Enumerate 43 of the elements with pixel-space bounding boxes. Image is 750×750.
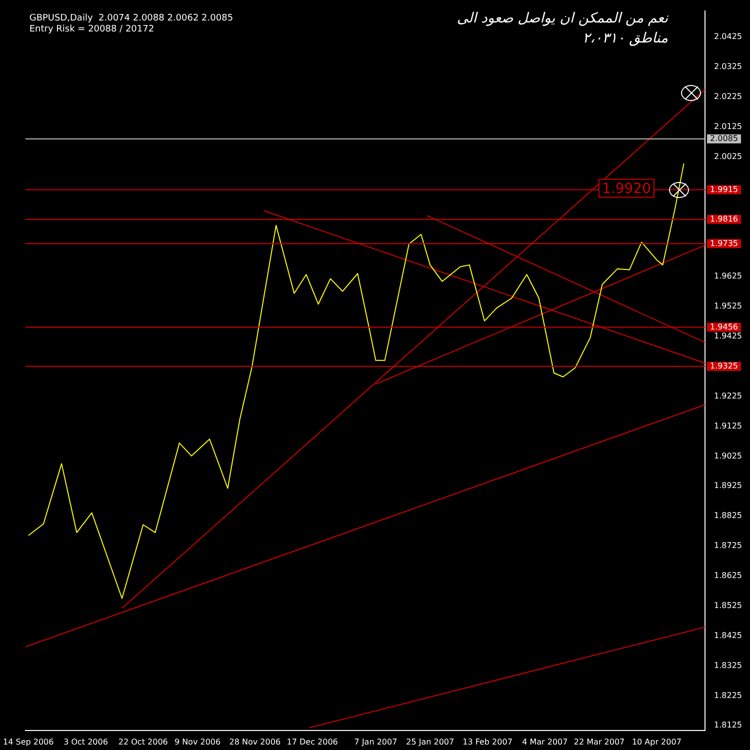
chart-title: GBPUSD,Daily 2.0074 2.0088 2.0062 2.0085 [29,14,234,24]
y-tick-label: 1.8225 [714,690,742,700]
y-tick-label: 1.8525 [714,600,742,610]
y-tick-label: 1.9025 [714,451,742,460]
y-tick-label: 2.0425 [714,32,742,42]
y-tick-label: 2.0125 [714,122,742,132]
annotation: نعم من الممكن ان يواصل صعود الى [456,10,670,27]
y-tick-label: 1.8725 [714,541,742,550]
y-tick-label: 1.8925 [714,481,742,490]
y-tick-label: 2.0225 [714,92,742,102]
y-tick-label: 1.9125 [714,421,742,430]
y-tick-label: 2.0325 [714,62,742,72]
x-tick-label: 3 Oct 2006 [64,737,108,746]
x-tick-label: 10 Apr 2007 [632,737,682,746]
ref-line-label: 2.0085 [710,134,738,143]
annotation: 1.9920 [602,180,651,197]
x-tick-label: 4 Mar 2007 [522,737,568,746]
text: Entry Risk = 20088 / 20172 [29,24,154,35]
x-tick-label: 13 Feb 2007 [462,737,512,746]
x-tick-label: 17 Dec 2006 [286,737,338,746]
y-tick-label: 1.9625 [714,272,742,281]
x-tick-label: 22 Oct 2006 [118,737,168,746]
y-tick-label: 1.9225 [714,391,742,400]
x-tick-label: 22 Mar 2007 [574,737,625,746]
y-tick-label: 1.8625 [714,571,742,580]
y-tick-label: 1.8425 [714,630,742,640]
y-tick-label: 1.8325 [714,660,742,670]
x-tick-label: 25 Jan 2007 [406,737,454,746]
x-tick-label: 9 Nov 2006 [174,737,221,746]
x-tick-label: 7 Jan 2007 [354,737,398,746]
ref-line-label: 1.9456 [710,322,738,332]
y-tick-label: 1.8125 [714,720,742,730]
x-tick-label: 28 Nov 2006 [229,737,281,746]
ref-line-label: 1.9735 [710,238,738,248]
ref-line-label: 1.9915 [710,184,738,194]
ref-line-label: 1.9816 [710,214,738,224]
y-tick-label: 1.8825 [714,511,742,520]
y-tick-label: 1.9525 [714,302,742,311]
annotation: مناطق ٢،٠٣١٠ [582,30,668,47]
y-tick-label: 1.9425 [714,332,742,341]
x-tick-label: 14 Sep 2006 [3,737,54,746]
y-tick-label: 2.0025 [714,152,742,161]
ref-line-label: 1.9325 [710,361,738,370]
